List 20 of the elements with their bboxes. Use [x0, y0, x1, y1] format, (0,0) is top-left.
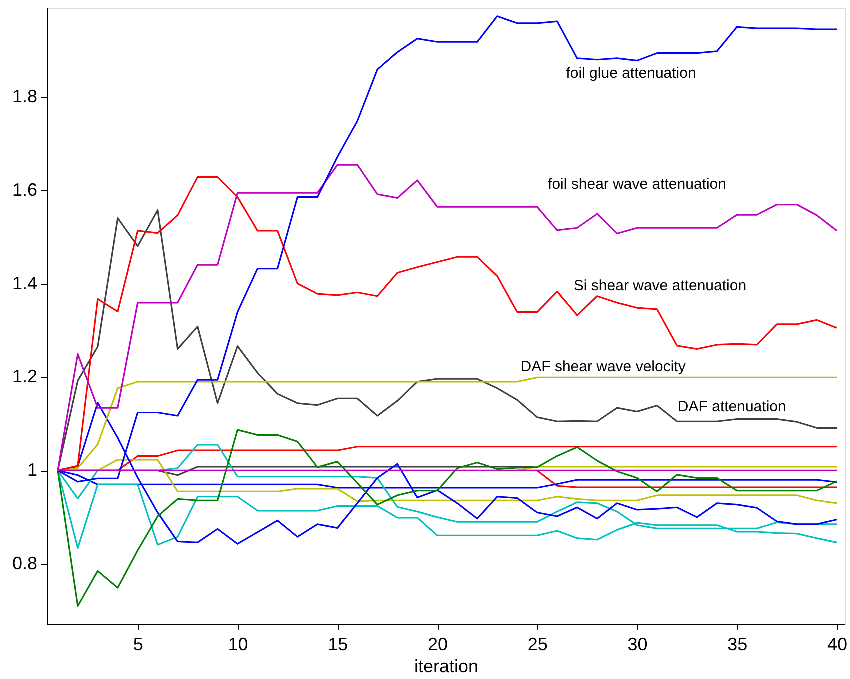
y-tick-label: 1.4: [12, 273, 38, 294]
series-label: DAF shear wave velocity: [520, 358, 686, 376]
series-label: DAF attenuation: [678, 398, 786, 416]
y-tick-label: 1.8: [12, 86, 38, 106]
x-axis-title: iteration: [414, 656, 479, 676]
series-label: foil glue attenuation: [566, 64, 696, 82]
x-tick-label: 35: [728, 634, 748, 654]
x-tick-label: 30: [628, 634, 648, 654]
y-tick-label: 1.2: [12, 366, 38, 387]
series-label: Si shear wave attenuation: [574, 277, 747, 294]
x-tick-label: 40: [827, 634, 848, 654]
x-tick-label: 15: [328, 634, 348, 654]
y-tick-label: 0.8: [12, 554, 38, 574]
y-tick-label: 1.6: [12, 180, 38, 200]
series-label: foil shear wave attenuation: [548, 176, 726, 194]
y-tick-label: 1: [27, 460, 38, 480]
x-tick-label: 10: [228, 634, 248, 654]
x-tick-label: 20: [428, 634, 448, 654]
x-tick-label: 5: [133, 634, 144, 654]
x-tick-label: 25: [528, 634, 548, 654]
